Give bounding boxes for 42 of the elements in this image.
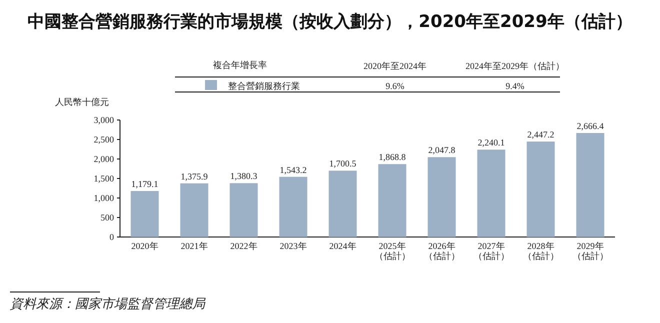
- data-label: 2,666.4: [576, 121, 604, 132]
- data-label: 2,447.2: [527, 130, 554, 140]
- bar: [526, 142, 555, 237]
- bar: [130, 191, 159, 237]
- x-tick-label: 2028年（估計）: [522, 241, 559, 261]
- bar: [180, 183, 208, 237]
- x-tick-label: 2025年（估計）: [374, 241, 410, 261]
- x-tick-label: 2022年: [230, 241, 258, 251]
- bar: [378, 164, 406, 237]
- x-tick-label: 2024年: [329, 241, 356, 251]
- x-tick-label: 2023年: [280, 241, 307, 251]
- data-label: 1,868.8: [378, 152, 406, 162]
- data-label: 1,380.3: [230, 171, 258, 182]
- y-tick-label: 1,500: [94, 174, 114, 184]
- y-tick-label: 3,000: [94, 115, 114, 125]
- data-label: 1,700.5: [329, 158, 357, 169]
- legend-label: 整合營銷服務行業: [228, 81, 300, 91]
- data-label: 1,375.9: [180, 171, 208, 182]
- x-tick-label: 2021年: [180, 241, 208, 251]
- x-tick-label: 2026年（估計）: [424, 241, 460, 261]
- data-label: 1,179.1: [131, 179, 158, 190]
- bar: [428, 157, 456, 237]
- source-note: 資料來源：國家市場監督管理總局: [10, 296, 206, 312]
- bar: [230, 183, 258, 237]
- y-tick-label: 2,000: [94, 154, 114, 164]
- legend: 複合年增長率 2020年至2024年 2024年至2029年（估計） 整合營銷服務行業 9.6% 9.4%: [174, 60, 564, 92]
- bar: [477, 150, 506, 237]
- data-label: 2,047.8: [428, 145, 456, 156]
- chart-title: 中國整合營銷服務行業的市場規模（按收入劃分），2020年至2029年（估計）: [28, 12, 632, 32]
- bar: [279, 176, 308, 237]
- bar: [328, 170, 357, 237]
- x-tick-label: 2027年（估計）: [473, 241, 510, 261]
- x-tick-label: 2029年（估計）: [572, 241, 608, 261]
- y-tick-label: 500: [100, 212, 114, 222]
- bar: [576, 133, 604, 237]
- data-label: 1,543.2: [280, 164, 307, 175]
- data-label: 2,240.1: [478, 138, 505, 148]
- y-tick-label: 2,500: [94, 134, 114, 144]
- y-axis-title: 人民幣十億元: [55, 97, 109, 107]
- x-tick-label: 2020年: [131, 241, 158, 251]
- y-tick-label: 1,000: [94, 193, 114, 203]
- y-tick-label: 0: [110, 232, 114, 242]
